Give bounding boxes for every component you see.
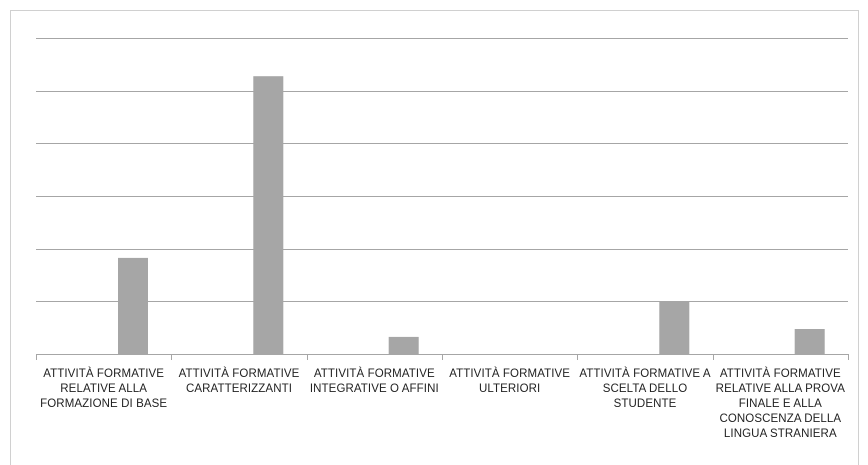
x-tick-label: ATTIVITÀ FORMATIVE RELATIVE ALLA PROVA F… [715,368,845,440]
x-tick-label: ATTIVITÀ FORMATIVE RELATIVE ALLA FORMAZI… [40,368,168,410]
chart-frame [10,10,859,465]
x-tick-label: ATTIVITÀ FORMATIVE A SCELTA DELLO STUDEN… [579,368,711,410]
x-tick-label: ATTIVITÀ FORMATIVE CARATTERIZZANTI [178,368,300,395]
x-tick-label: ATTIVITÀ FORMATIVE INTEGRATIVE O AFFINI [309,368,439,395]
bar-6 [794,329,825,354]
bar-2 [253,76,284,354]
bars [118,76,825,354]
bar-1 [118,257,148,354]
x-tick-label: ATTIVITÀ FORMATIVE ULTERIORI [449,368,571,395]
bar-3 [388,336,419,354]
gridlines [36,38,848,302]
x-axis [36,354,849,360]
bar-5 [659,301,690,354]
